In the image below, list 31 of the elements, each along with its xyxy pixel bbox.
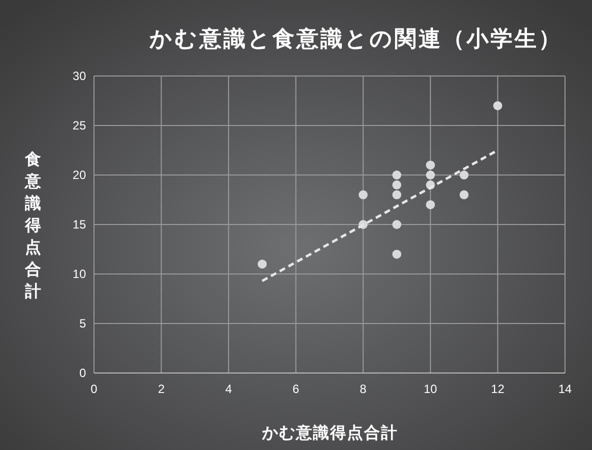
point [358,190,368,200]
point [392,250,402,259]
point [460,190,469,200]
x-tick-label: 12 [491,382,505,396]
point [493,101,502,110]
point [460,170,469,180]
y-tick-label: 5 [79,316,86,330]
x-tick-label: 2 [158,382,165,396]
point [426,200,435,210]
point [392,190,402,200]
x-axis-title: かむ意識得点合計 [261,424,398,442]
x-tick-label: 0 [90,382,98,396]
point [426,160,435,170]
y-axis-title: 食意識得点合計 [24,150,42,300]
x-tick-label: 10 [424,382,438,396]
y-tick-label: 15 [72,218,86,232]
point [392,170,402,180]
y-tick-label: 30 [72,69,86,83]
x-tick-label: 14 [558,382,572,396]
x-tick-label: 6 [292,382,300,396]
point [392,220,402,229]
point [258,260,267,269]
point [392,180,402,190]
x-tick-label: 8 [360,382,367,396]
chart-title: かむ意識と食意識との関連（小学生） [148,26,562,51]
x-tick-label: 4 [225,382,232,396]
point [426,170,435,180]
y-tick-label: 0 [79,366,86,380]
y-tick-label: 20 [72,168,86,182]
y-tick-label: 10 [72,267,86,281]
y-tick-label: 25 [72,118,86,132]
